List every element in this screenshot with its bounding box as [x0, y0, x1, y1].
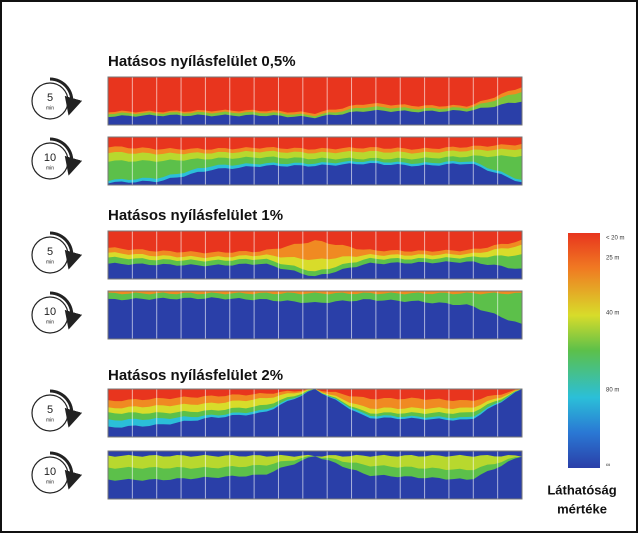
clock-time: 5 — [47, 404, 53, 416]
section-title: Hatásos nyílásfelület 1% — [108, 207, 283, 224]
figure: Hatásos nyílásfelület 0,5%5min10minHatás… — [0, 0, 638, 533]
clock-unit: min — [46, 417, 54, 423]
scale-label: 80 m — [606, 388, 619, 394]
scale-label: ∞ — [606, 463, 610, 469]
legend-title: mértéke — [557, 501, 607, 516]
scale-label: < 20 m — [606, 236, 625, 242]
clock-unit: min — [46, 479, 54, 485]
section-title: Hatásos nyílásfelület 0,5% — [108, 53, 296, 70]
clock-unit: min — [46, 259, 54, 265]
legend-title: Láthatóság — [547, 482, 616, 497]
clock-time: 10 — [44, 306, 56, 318]
clock-unit: min — [46, 165, 54, 171]
clock-time: 5 — [47, 92, 53, 104]
scale-label: 40 m — [606, 311, 619, 317]
scale-label: 25 m — [606, 256, 619, 262]
clock-time: 10 — [44, 466, 56, 478]
color-bar — [568, 233, 600, 468]
clock-unit: min — [46, 105, 54, 111]
clock-time: 5 — [47, 246, 53, 258]
section-title: Hatásos nyílásfelület 2% — [108, 367, 283, 384]
clock-time: 10 — [44, 152, 56, 164]
clock-unit: min — [46, 319, 54, 325]
